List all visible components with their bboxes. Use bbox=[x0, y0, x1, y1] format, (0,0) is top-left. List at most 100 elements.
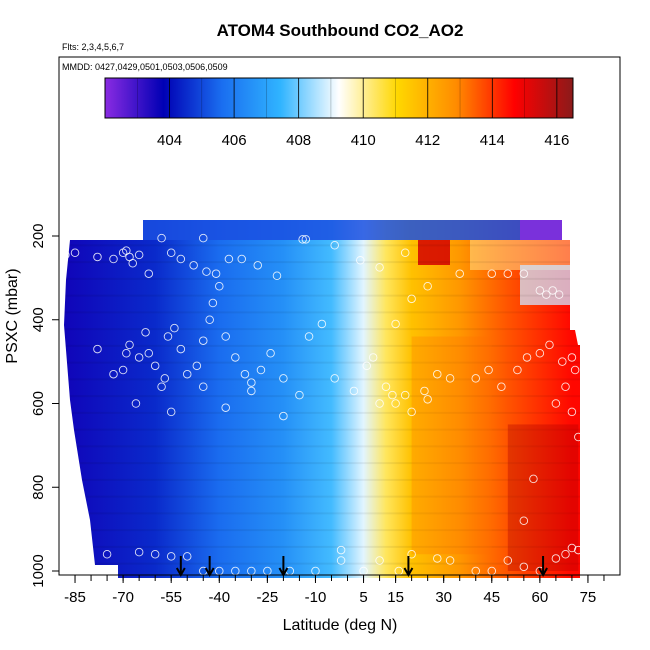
observation-point bbox=[166, 248, 176, 257]
upper-blue-band bbox=[143, 220, 563, 240]
field-stripe bbox=[64, 344, 580, 347]
observation-point bbox=[176, 254, 186, 264]
observation-point bbox=[375, 263, 384, 272]
field-stripe bbox=[64, 311, 580, 314]
y-tick-label: 1000 bbox=[30, 554, 47, 587]
x-tick-label: 75 bbox=[580, 589, 597, 606]
observation-point bbox=[400, 390, 410, 400]
observation-point bbox=[375, 399, 384, 408]
observation-point bbox=[407, 294, 416, 304]
field-stripe bbox=[64, 562, 580, 565]
observation-point bbox=[109, 369, 118, 379]
colorbar-ticks: 404 406 408 410 412 414 416 bbox=[137, 78, 569, 149]
x-tick-label: -40 bbox=[208, 589, 230, 606]
colorbar-tick-label: 414 bbox=[480, 132, 505, 149]
colorbar-tick-label: 410 bbox=[351, 132, 376, 149]
observation-point bbox=[221, 403, 230, 412]
observation-point bbox=[391, 399, 400, 408]
observation-point bbox=[279, 374, 288, 383]
observation-point bbox=[503, 269, 513, 278]
observation-point bbox=[160, 374, 170, 383]
observation-point bbox=[381, 382, 391, 392]
observation-point bbox=[407, 407, 416, 417]
x-tick-label: -25 bbox=[257, 589, 279, 606]
observation-point bbox=[567, 407, 577, 417]
observation-point bbox=[128, 258, 137, 268]
x-tick-label: 5 bbox=[359, 589, 367, 606]
observation-point bbox=[176, 344, 186, 354]
observation-point bbox=[570, 365, 580, 375]
upper-pale-band bbox=[520, 265, 575, 305]
observation-point bbox=[163, 332, 173, 341]
observation-point bbox=[356, 256, 365, 265]
observation-point bbox=[513, 365, 522, 375]
colorbar-tick-label: 404 bbox=[157, 132, 182, 149]
observation-point bbox=[362, 361, 371, 371]
observation-point bbox=[420, 386, 429, 396]
observation-point bbox=[535, 349, 545, 358]
observation-point bbox=[211, 269, 221, 278]
field-stripe bbox=[64, 361, 580, 364]
observation-point bbox=[221, 332, 230, 341]
x-tick-label: -10 bbox=[305, 589, 327, 606]
observation-point bbox=[519, 516, 529, 526]
y-tick-label: 200 bbox=[30, 223, 47, 248]
observation-point bbox=[548, 286, 557, 295]
observation-point bbox=[574, 432, 583, 442]
observation-point bbox=[349, 386, 359, 396]
observation-point bbox=[247, 378, 256, 387]
observation-point bbox=[182, 552, 192, 561]
field-stripe bbox=[64, 462, 580, 465]
observation-point bbox=[224, 254, 234, 264]
heatmap-field bbox=[64, 220, 580, 578]
x-tick-label: -85 bbox=[64, 589, 86, 606]
observation-point bbox=[131, 399, 141, 408]
y-tick-label: 600 bbox=[30, 391, 47, 416]
y-axis: 200 400 600 800 1000 bbox=[30, 223, 60, 588]
field-stripe bbox=[64, 428, 580, 431]
observation-point bbox=[433, 369, 442, 379]
observation-point bbox=[567, 543, 577, 553]
observation-point bbox=[215, 282, 224, 291]
observation-point bbox=[118, 365, 128, 375]
x-axis-label: Latitude (deg N) bbox=[283, 617, 398, 634]
observation-point bbox=[368, 353, 378, 362]
field-stripe bbox=[64, 445, 580, 448]
observation-point bbox=[554, 290, 564, 299]
observation-point bbox=[471, 374, 480, 383]
observation-point bbox=[192, 361, 202, 371]
observation-point bbox=[122, 349, 131, 358]
upper-red-spot bbox=[418, 240, 450, 265]
field-fill bbox=[64, 220, 580, 578]
observation-point bbox=[102, 550, 112, 559]
observation-point bbox=[545, 340, 554, 350]
observation-point bbox=[109, 254, 118, 264]
colorbar bbox=[104, 77, 574, 119]
observation-point bbox=[157, 382, 166, 392]
colorbar-tick-label: 412 bbox=[415, 132, 440, 149]
observation-point bbox=[388, 390, 397, 400]
field-stripe bbox=[64, 277, 580, 280]
observation-point bbox=[67, 550, 77, 559]
observation-point bbox=[182, 369, 192, 379]
x-tick-label: -55 bbox=[160, 589, 182, 606]
observation-point bbox=[561, 550, 570, 559]
observation-point bbox=[503, 556, 513, 565]
observation-points bbox=[61, 233, 583, 576]
observation-point bbox=[237, 254, 246, 264]
chart-title: ATOM4 Southbound CO2_AO2 bbox=[217, 21, 464, 40]
observation-point bbox=[423, 395, 432, 404]
observation-point bbox=[125, 340, 134, 350]
observation-point bbox=[542, 290, 551, 299]
observation-point bbox=[272, 271, 282, 281]
field-stripe bbox=[64, 529, 580, 532]
x-tick-label: -70 bbox=[112, 589, 134, 606]
x-tick-label: 60 bbox=[532, 589, 549, 606]
high-lat-dark-region bbox=[507, 424, 579, 571]
observation-point bbox=[535, 286, 545, 295]
field-stripe bbox=[64, 244, 580, 247]
observation-point bbox=[61, 250, 70, 260]
observation-point bbox=[336, 545, 346, 555]
observation-point bbox=[266, 349, 275, 358]
field-stripe bbox=[64, 411, 580, 414]
